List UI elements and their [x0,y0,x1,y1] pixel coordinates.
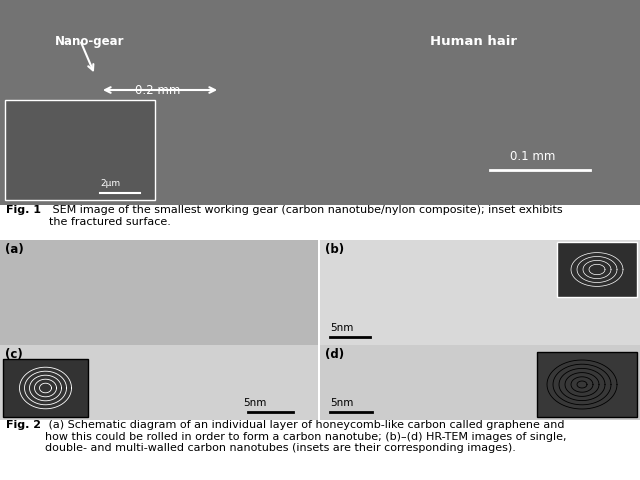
Text: 0.1 mm: 0.1 mm [510,150,556,163]
Text: (d): (d) [325,348,344,361]
Bar [537,352,637,417]
Text: (c): (c) [5,348,23,361]
Bar [557,242,637,297]
Text: Fig. 2: Fig. 2 [6,420,42,430]
Text: 5nm: 5nm [330,323,353,333]
Text: 2μm: 2μm [100,179,120,188]
Text: (b): (b) [325,243,344,256]
Text: 5nm: 5nm [330,398,353,408]
Text: 5nm: 5nm [243,398,266,408]
Text: (a): (a) [5,243,24,256]
Text: (a) Schematic diagram of an individual layer of honeycomb-like carbon called gra: (a) Schematic diagram of an individual l… [45,420,567,453]
Text: SEM image of the smallest working gear (carbon nanotube/nylon composite); inset : SEM image of the smallest working gear (… [49,205,563,227]
Bar [5,100,155,200]
Bar [3,359,88,417]
Text: Human hair: Human hair [430,35,517,48]
Text: 0.2 mm: 0.2 mm [135,84,180,97]
Text: Fig. 1: Fig. 1 [6,205,42,215]
Text: Nano-gear: Nano-gear [55,35,125,48]
